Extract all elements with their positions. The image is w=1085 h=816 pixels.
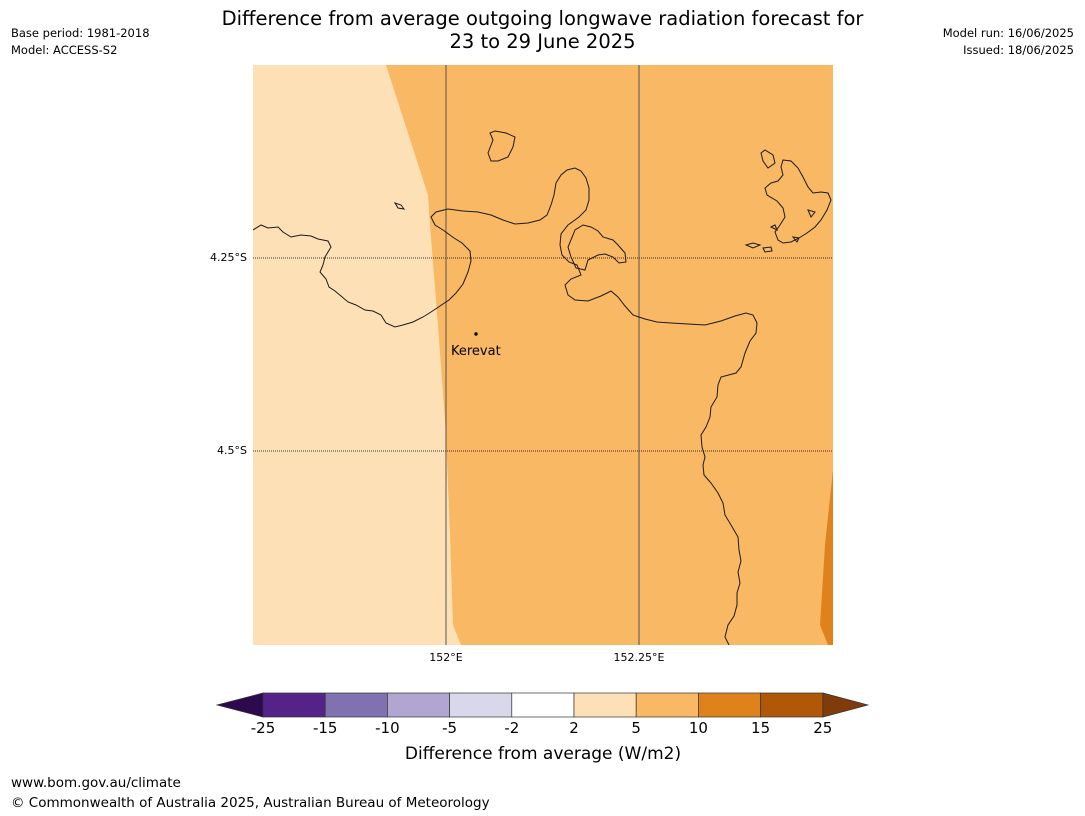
lon-label-152-25: 152.25°E bbox=[613, 651, 665, 664]
map-title-line2: 23 to 29 June 2025 bbox=[449, 30, 636, 53]
colorbar-tick-label: -5 bbox=[442, 719, 458, 737]
footer-copyright: © Commonwealth of Australia 2025, Austra… bbox=[11, 795, 490, 811]
lon-label-152: 152°E bbox=[429, 651, 463, 664]
colorbar-bin-2 bbox=[324, 692, 388, 718]
colorbar-bin-7 bbox=[635, 692, 699, 718]
colorbar-tick-label: 15 bbox=[751, 719, 771, 737]
kerevat-label: Kerevat bbox=[451, 344, 501, 359]
kerevat-marker bbox=[474, 332, 478, 336]
forecast-map: Kerevat bbox=[253, 65, 833, 645]
coastline bbox=[253, 130, 832, 645]
colorbar-bins bbox=[262, 692, 824, 718]
map-title: Difference from average outgoing longwav… bbox=[0, 7, 1085, 53]
colorbar-tick-label: -25 bbox=[250, 719, 276, 737]
colorbar-bin-3 bbox=[387, 692, 450, 718]
lat-label-4-25: 4.25°S bbox=[210, 251, 247, 264]
colorbar-tick-label: -10 bbox=[375, 719, 400, 737]
colorbar-bin-8 bbox=[698, 692, 761, 718]
anomaly-region-2-5 bbox=[253, 65, 461, 645]
model-text: Model: ACCESS-S2 bbox=[11, 43, 118, 57]
anomaly-region-10-15 bbox=[820, 470, 833, 645]
colorbar-extend-low bbox=[215, 692, 264, 718]
lat-label-4-5: 4.5°S bbox=[217, 444, 247, 457]
colorbar bbox=[215, 692, 870, 718]
map-title-line1: Difference from average outgoing longwav… bbox=[221, 7, 864, 30]
colorbar-bin-5 bbox=[511, 692, 575, 718]
colorbar-tick-label: 5 bbox=[631, 719, 641, 737]
meta-left: Base period: 1981-2018 Model: ACCESS-S2 bbox=[11, 25, 150, 59]
colorbar-extend-high bbox=[822, 692, 870, 718]
colorbar-tick-label: 10 bbox=[688, 719, 708, 737]
base-period-text: Base period: 1981-2018 bbox=[11, 26, 150, 40]
colorbar-tick-label: 25 bbox=[813, 719, 833, 737]
footer-url: www.bom.gov.au/climate bbox=[11, 775, 181, 791]
colorbar-bin-6 bbox=[573, 692, 637, 718]
model-run-text: Model run: 16/06/2025 bbox=[942, 26, 1074, 40]
colorbar-bin-4 bbox=[449, 692, 513, 718]
colorbar-bin-9 bbox=[760, 692, 824, 718]
colorbar-tick-label: -15 bbox=[312, 719, 338, 737]
meta-right: Model run: 16/06/2025 Issued: 18/06/2025 bbox=[943, 25, 1074, 59]
issued-text: Issued: 18/06/2025 bbox=[963, 43, 1074, 57]
colorbar-title: Difference from average (W/m2) bbox=[404, 744, 682, 764]
colorbar-bin-1 bbox=[262, 692, 326, 718]
colorbar-tick-label: -2 bbox=[504, 719, 520, 737]
colorbar-tick-label: 2 bbox=[569, 719, 579, 737]
